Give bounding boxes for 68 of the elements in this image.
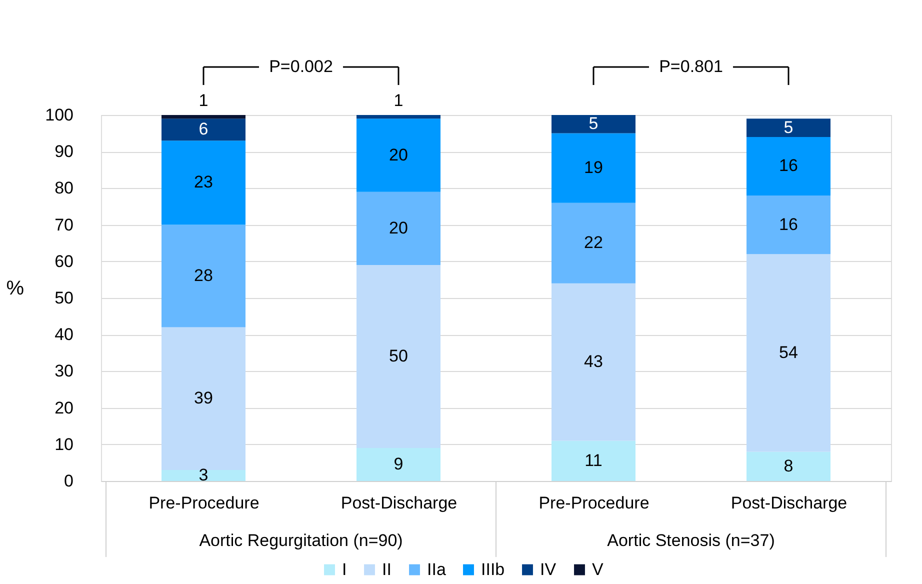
bar <box>746 118 830 137</box>
data-label: 39 <box>194 388 213 408</box>
data-label: 1 <box>198 91 208 110</box>
y-tick-label: 10 <box>54 434 74 454</box>
bar <box>746 136 830 196</box>
text: P=0.801 <box>659 57 723 76</box>
y-tick-label: 100 <box>45 106 74 124</box>
data-label: 20 <box>389 218 408 238</box>
data-label: 23 <box>194 172 213 192</box>
y-tick-label: 90 <box>54 142 74 162</box>
data-label: 1 <box>394 91 404 110</box>
y-tick-label: 40 <box>54 325 74 344</box>
data-label: 5 <box>784 118 794 137</box>
data-label: 11 <box>584 450 602 470</box>
bar <box>746 196 830 254</box>
legend-label: IV <box>540 560 557 579</box>
data-label: 9 <box>394 454 404 474</box>
legend-label: IIIb <box>481 560 505 579</box>
bar <box>356 265 440 448</box>
y-tick-label: 80 <box>54 178 74 198</box>
data-label: 22 <box>584 233 603 252</box>
bar <box>162 470 246 481</box>
bar <box>552 202 636 284</box>
data-label: 5 <box>588 114 598 134</box>
bar <box>746 254 830 452</box>
bar <box>552 133 636 203</box>
y-tick-label: 60 <box>54 252 74 271</box>
bar <box>356 118 440 192</box>
bar <box>552 283 636 441</box>
x-tick-label: Post-Discharge <box>730 494 848 512</box>
data-label: 43 <box>584 352 603 372</box>
data-label: 16 <box>779 156 798 176</box>
data-label: 8 <box>784 456 794 476</box>
x-tick-label: Post-Discharge <box>340 494 458 512</box>
data-label: 6 <box>198 120 208 139</box>
data-label: 54 <box>779 342 798 362</box>
bar <box>162 224 246 328</box>
bar <box>162 327 246 470</box>
y-tick-label: 70 <box>54 215 74 234</box>
data-label: 50 <box>389 346 408 366</box>
data-label: 16 <box>779 214 798 234</box>
bar <box>746 452 830 481</box>
data-label: 3 <box>198 466 208 485</box>
y-axis-title: % <box>6 278 24 300</box>
x-tick-label: Pre-Procedure <box>148 494 260 512</box>
bar <box>162 118 246 141</box>
bar <box>552 440 636 481</box>
y-tick-label: 30 <box>54 362 74 381</box>
text: P=0.002 <box>269 57 333 76</box>
text: Aortic Regurgitation (n=90) <box>199 531 403 550</box>
data-label: 19 <box>584 158 603 178</box>
y-tick-label: 50 <box>54 288 74 308</box>
bar <box>552 115 636 134</box>
bar <box>162 140 246 225</box>
data-label: 20 <box>389 145 408 164</box>
bar <box>162 115 246 119</box>
legend-label: II <box>382 560 392 579</box>
data-label: 28 <box>194 266 213 286</box>
legend-label: V <box>592 560 604 579</box>
bar <box>356 115 440 119</box>
legend-label: I <box>342 560 347 579</box>
bar <box>356 448 440 481</box>
x-tick-label: Pre-Procedure <box>538 494 650 512</box>
y-tick-label: 20 <box>54 398 74 418</box>
bar <box>356 192 440 266</box>
legend-label: IIa <box>427 560 446 579</box>
text: Aortic Stenosis (n=37) <box>607 531 775 550</box>
y-tick-label: 0 <box>64 472 74 490</box>
